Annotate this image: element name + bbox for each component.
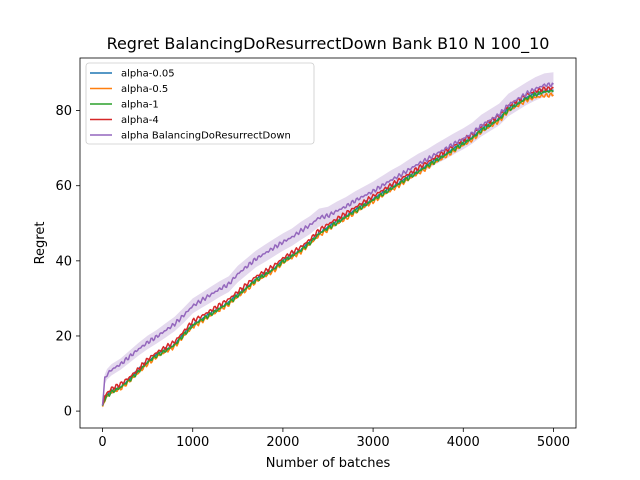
y-tick-label-4: 80 [55,104,72,119]
y-axis-label: Regret [33,222,48,265]
series-line-2 [101,89,554,407]
legend-box [85,62,315,145]
legend-label-4: alpha BalancingDoResurrectDown [121,131,291,142]
y-axis: 0 20 40 60 80 [55,104,80,420]
series-line-4 [101,82,554,406]
plot-frame [79,57,577,429]
x-tick-label-5: 5000 [537,435,570,450]
x-tick-label-0: 0 [98,435,106,450]
chart-title: Regret BalancingDoResurrectDown Bank B10… [107,34,550,54]
legend-label-0: alpha-0.05 [121,69,175,80]
x-tick-label-4: 4000 [447,435,480,450]
y-tick-label-0: 0 [64,405,72,420]
y-tick-label-2: 40 [55,254,72,269]
legend-label-2: alpha-1 [121,100,159,111]
x-tick-label-1: 1000 [176,435,209,450]
plot-area [101,72,554,410]
x-tick-label-2: 2000 [266,435,299,450]
legend: alpha-0.05 alpha-0.5 alpha-1 alpha-4 alpha B… [85,62,315,145]
x-tick-label-3: 3000 [357,435,390,450]
y-tick-label-1: 20 [55,329,72,344]
x-axis-label: Number of batches [266,456,391,471]
y-tick-label-3: 60 [55,179,72,194]
legend-label-1: alpha-0.5 [121,84,168,95]
legend-label-3: alpha-4 [121,115,159,126]
x-axis: 0 1000 2000 3000 4000 5000 [98,428,570,450]
